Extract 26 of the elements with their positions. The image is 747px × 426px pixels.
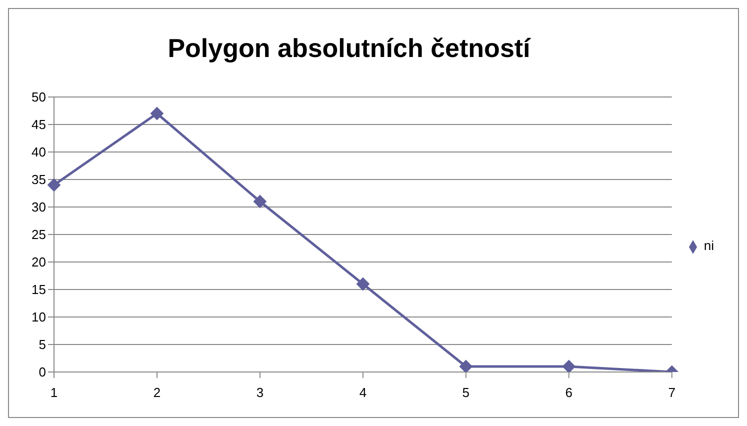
point (253, 195, 266, 208)
x-tick-label: 7 (668, 385, 676, 400)
y-tick-label: 5 (38, 337, 46, 352)
y-tick-label: 0 (38, 364, 46, 380)
y-tick-label: 25 (32, 227, 46, 242)
point (48, 178, 60, 192)
point (150, 107, 164, 120)
y-tick-label: 30 (32, 200, 46, 215)
x-tick-label: 6 (565, 385, 573, 400)
y-tick-label: 40 (32, 144, 46, 160)
x-tick-label: 4 (359, 385, 367, 400)
y-tick-label: 10 (32, 310, 46, 325)
y-tick-label: 50 (32, 90, 46, 105)
chart-title: Polygon absolutních četností (166, 33, 532, 64)
point (459, 360, 472, 372)
legend-label: ni (704, 238, 714, 254)
point (562, 360, 576, 372)
y-tick-label: 35 (32, 172, 46, 188)
y-tick-label: 20 (32, 254, 46, 270)
x-tick-label: 1 (50, 385, 58, 400)
x-tick-label: 3 (256, 385, 264, 400)
y-tick-label: 15 (32, 282, 46, 298)
x-tick-label: 2 (153, 385, 161, 400)
x-tick-label: 5 (462, 385, 470, 400)
y-tick-label: 45 (32, 117, 46, 132)
point (356, 278, 370, 290)
